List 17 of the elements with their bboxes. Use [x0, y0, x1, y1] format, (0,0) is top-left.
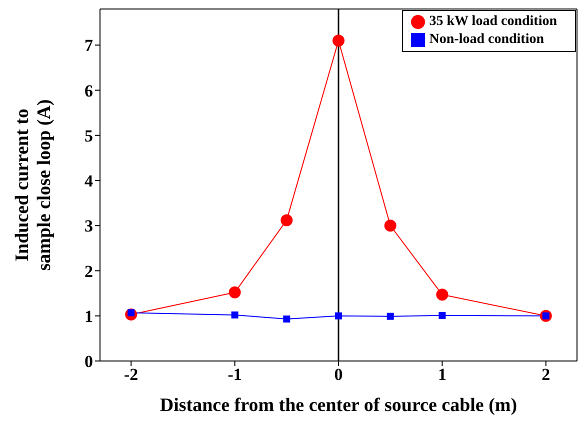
y-tick-label: 5 — [84, 126, 93, 146]
y-tick-label: 2 — [84, 262, 93, 281]
y-tick-label: 1 — [84, 306, 93, 326]
y-tick-label: 3 — [84, 216, 93, 236]
x-tick-label: 0 — [334, 365, 343, 384]
y-tick-label: 6 — [84, 81, 93, 100]
y-axis-title: Induced current to sample close loop (A) — [12, 99, 55, 271]
x-axis-title: Distance from the center of source cable (m) — [160, 395, 518, 416]
x-tick-label: -1 — [228, 365, 242, 384]
y-tick-label: 7 — [84, 36, 94, 56]
x-tick-label: 1 — [438, 365, 446, 384]
y-tick-label: 0 — [84, 352, 93, 372]
y-tick-label: 4 — [84, 172, 94, 191]
x-tick-label: -2 — [124, 365, 138, 384]
x-tick-label: 2 — [542, 365, 550, 384]
legend-label: Non-load condition — [429, 32, 544, 47]
legend-label: 35 kW load condition — [429, 14, 557, 29]
